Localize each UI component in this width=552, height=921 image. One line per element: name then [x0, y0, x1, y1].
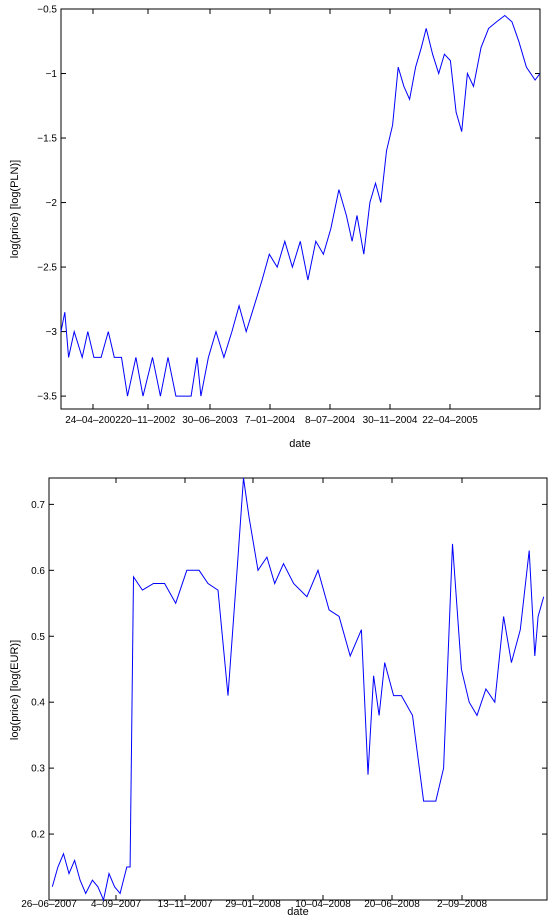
x-tick-label: 20–11–2002: [121, 415, 176, 426]
y-tick-label: −3.5: [37, 392, 57, 403]
x-tick-label: 24–04–2002: [65, 415, 121, 426]
series-line-pln: [60, 14, 541, 397]
y-tick-label: 0.6: [31, 566, 45, 577]
series-pln: [60, 14, 541, 397]
x-axis-title-eur: date: [287, 906, 308, 918]
y-ticks-pln: −0.5 −1 −1.5 −2 −2.5 −3 −3.5: [37, 5, 540, 403]
x-tick-label: 13–11–2007: [158, 899, 213, 910]
x-axis-title-pln: date: [289, 438, 310, 450]
chart-eur: 0.7 0.6 0.5 0.4 0.3 0.2 26–06–2007 4–09–2007 13…: [9, 477, 548, 918]
y-tick-label: −1: [46, 69, 58, 80]
x-tick-label: 20–06–2008: [364, 899, 420, 910]
x-tick-label: 26–06–2007: [21, 899, 77, 910]
x-tick-label: 7–01–2004: [245, 415, 295, 426]
series-eur: [51, 477, 545, 902]
series-line-eur: [51, 477, 545, 902]
y-axis-title-eur: log(price) [log(EUR)]: [9, 640, 21, 740]
x-tick-label: 30–06–2003: [182, 415, 238, 426]
x-tick-label: 8–07–2004: [305, 415, 355, 426]
x-tick-label: 4–09–2007: [91, 899, 141, 910]
y-ticks-eur: 0.7 0.6 0.5 0.4 0.3 0.2: [31, 500, 547, 841]
y-tick-label: 0.2: [31, 830, 45, 841]
x-tick-label: 22–04–2005: [422, 415, 478, 426]
x-tick-label: 2–09–2008: [437, 899, 487, 910]
y-tick-label: 0.5: [31, 632, 45, 643]
plot-area-pln: [60, 8, 541, 410]
plot-area-eur: [48, 477, 548, 901]
chart-pln: −0.5 −1 −1.5 −2 −2.5 −3 −3.5 24–04–2002 20–11–2…: [9, 5, 541, 450]
y-tick-label: 0.3: [31, 764, 45, 775]
x-ticks-pln: 24–04–2002 20–11–2002 30–06–2003 7–01–2004 8…: [65, 9, 478, 426]
y-tick-label: −1.5: [37, 134, 57, 145]
y-axis-title-pln: log(price) [log(PLN)]: [9, 160, 21, 258]
y-tick-label: −0.5: [37, 5, 57, 16]
y-tick-label: −2.5: [37, 263, 57, 274]
x-tick-label: 10–04–2008: [295, 899, 351, 910]
x-tick-label: 30–11–2004: [363, 415, 418, 426]
y-tick-label: 0.4: [31, 698, 45, 709]
y-tick-label: −2: [46, 198, 58, 209]
x-ticks-eur: 26–06–2007 4–09–2007 13–11–2007 29–01–2008 1…: [21, 478, 487, 910]
x-tick-label: 29–01–2008: [225, 899, 281, 910]
y-tick-label: −3: [46, 327, 58, 338]
y-tick-label: 0.7: [31, 500, 45, 511]
